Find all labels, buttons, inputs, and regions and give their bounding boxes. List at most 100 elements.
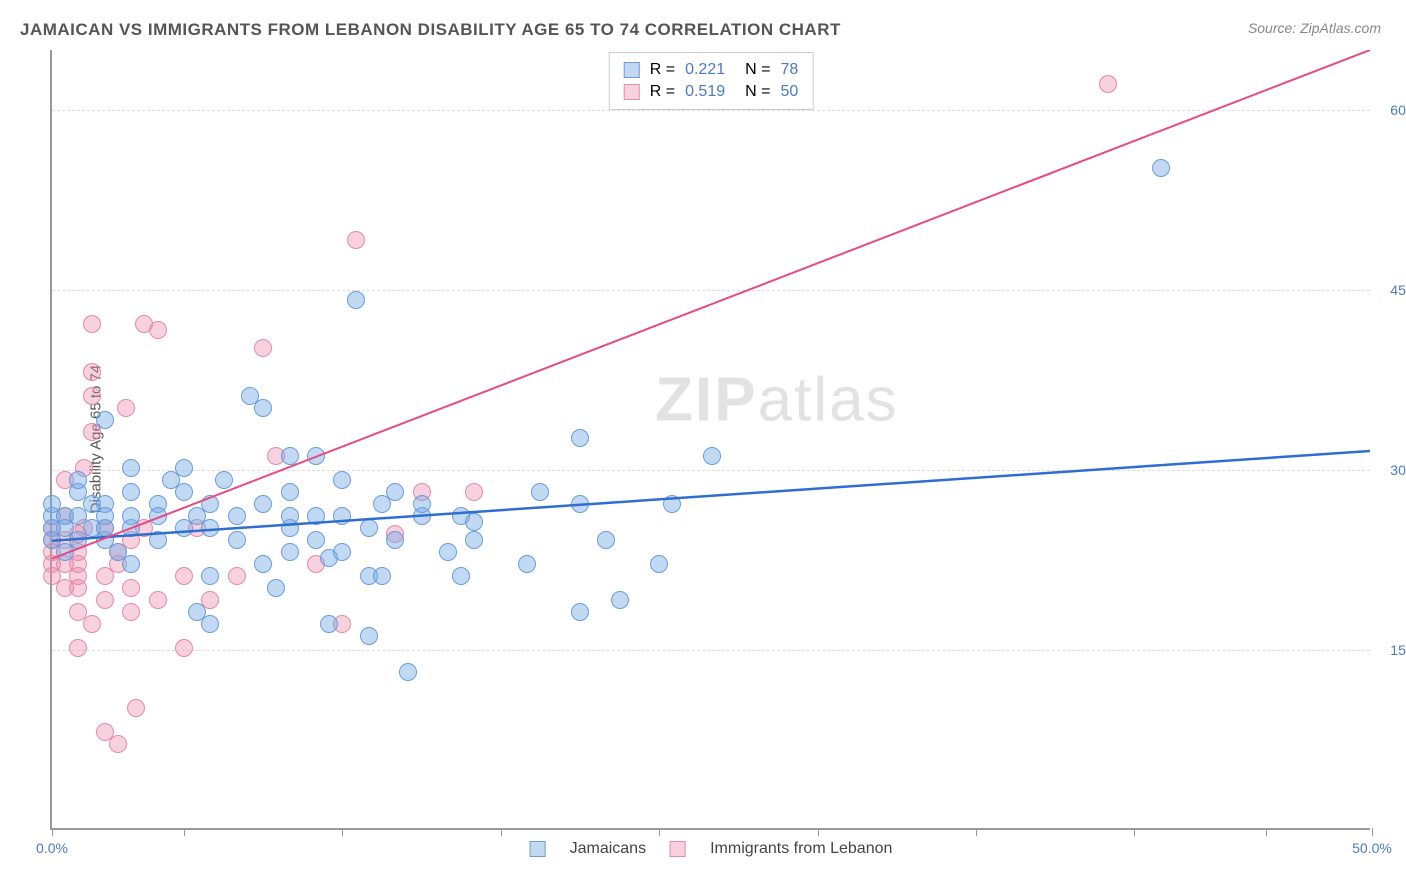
x-tick-label: 50.0% bbox=[1352, 840, 1392, 856]
legend-r-value-lebanon: 0.519 bbox=[685, 83, 725, 101]
scatter-point-jamaicans bbox=[281, 483, 299, 501]
scatter-point-jamaicans bbox=[149, 531, 167, 549]
scatter-point-lebanon bbox=[149, 321, 167, 339]
x-tick bbox=[342, 828, 343, 836]
scatter-point-jamaicans bbox=[254, 399, 272, 417]
scatter-point-lebanon bbox=[347, 231, 365, 249]
scatter-point-jamaicans bbox=[611, 591, 629, 609]
scatter-point-lebanon bbox=[127, 699, 145, 717]
x-tick bbox=[659, 828, 660, 836]
watermark: ZIPatlas bbox=[655, 365, 898, 436]
legend-n-value-jamaicans: 78 bbox=[780, 61, 798, 79]
scatter-point-jamaicans bbox=[1152, 159, 1170, 177]
x-tick bbox=[501, 828, 502, 836]
scatter-point-jamaicans bbox=[333, 507, 351, 525]
scatter-point-jamaicans bbox=[597, 531, 615, 549]
legend-swatch-lebanon bbox=[624, 84, 640, 100]
scatter-point-jamaicans bbox=[360, 519, 378, 537]
scatter-point-jamaicans bbox=[347, 291, 365, 309]
watermark-light: atlas bbox=[758, 366, 899, 435]
source-attribution: Source: ZipAtlas.com bbox=[1248, 20, 1381, 36]
scatter-point-jamaicans bbox=[307, 507, 325, 525]
legend-r-label: R = bbox=[650, 61, 675, 79]
legend-swatch-jamaicans bbox=[624, 62, 640, 78]
scatter-point-jamaicans bbox=[571, 495, 589, 513]
gridline bbox=[52, 110, 1370, 111]
scatter-point-jamaicans bbox=[307, 447, 325, 465]
scatter-point-lebanon bbox=[122, 603, 140, 621]
plot-area: Disability Age 65 to 74 ZIPatlas R = 0.2… bbox=[50, 50, 1370, 830]
scatter-point-jamaicans bbox=[201, 615, 219, 633]
scatter-point-jamaicans bbox=[465, 513, 483, 531]
scatter-point-jamaicans bbox=[201, 567, 219, 585]
scatter-point-jamaicans bbox=[373, 567, 391, 585]
regression-line-lebanon bbox=[52, 50, 1370, 559]
scatter-point-lebanon bbox=[122, 579, 140, 597]
chart-title: JAMAICAN VS IMMIGRANTS FROM LEBANON DISA… bbox=[20, 20, 841, 40]
scatter-point-jamaicans bbox=[281, 507, 299, 525]
scatter-point-lebanon bbox=[83, 387, 101, 405]
scatter-point-jamaicans bbox=[452, 567, 470, 585]
legend-n-label: N = bbox=[745, 83, 770, 101]
y-tick-label: 45.0% bbox=[1390, 282, 1406, 298]
scatter-point-jamaicans bbox=[201, 495, 219, 513]
legend-n-value-lebanon: 50 bbox=[780, 83, 798, 101]
scatter-point-jamaicans bbox=[122, 483, 140, 501]
legend-row-jamaicans: R = 0.221 N = 78 bbox=[624, 59, 799, 81]
watermark-bold: ZIP bbox=[655, 366, 757, 435]
scatter-point-lebanon bbox=[83, 615, 101, 633]
x-tick bbox=[818, 828, 819, 836]
scatter-point-jamaicans bbox=[175, 459, 193, 477]
scatter-point-lebanon bbox=[175, 567, 193, 585]
legend-label-jamaicans: Jamaicans bbox=[570, 840, 646, 858]
y-tick-label: 30.0% bbox=[1390, 462, 1406, 478]
scatter-point-jamaicans bbox=[386, 483, 404, 501]
y-tick-label: 60.0% bbox=[1390, 102, 1406, 118]
legend-r-value-jamaicans: 0.221 bbox=[685, 61, 725, 79]
x-tick bbox=[184, 828, 185, 836]
y-tick-label: 15.0% bbox=[1390, 642, 1406, 658]
series-legend: Jamaicans Immigrants from Lebanon bbox=[530, 840, 893, 858]
gridline bbox=[52, 650, 1370, 651]
scatter-point-jamaicans bbox=[399, 663, 417, 681]
scatter-point-jamaicans bbox=[386, 531, 404, 549]
scatter-point-jamaicans bbox=[360, 627, 378, 645]
scatter-point-jamaicans bbox=[267, 579, 285, 597]
scatter-point-lebanon bbox=[69, 567, 87, 585]
legend-row-lebanon: R = 0.519 N = 50 bbox=[624, 81, 799, 103]
scatter-point-jamaicans bbox=[228, 531, 246, 549]
legend-swatch-jamaicans bbox=[530, 841, 546, 857]
legend-r-label: R = bbox=[650, 83, 675, 101]
scatter-point-lebanon bbox=[1099, 75, 1117, 93]
gridline bbox=[52, 470, 1370, 471]
scatter-point-jamaicans bbox=[320, 615, 338, 633]
x-tick bbox=[976, 828, 977, 836]
scatter-point-jamaicans bbox=[333, 471, 351, 489]
scatter-point-jamaicans bbox=[228, 507, 246, 525]
x-tick-label: 0.0% bbox=[36, 840, 68, 856]
scatter-point-jamaicans bbox=[96, 507, 114, 525]
scatter-point-jamaicans bbox=[465, 531, 483, 549]
regression-lines bbox=[52, 50, 1370, 828]
scatter-point-jamaicans bbox=[122, 555, 140, 573]
scatter-point-lebanon bbox=[83, 363, 101, 381]
scatter-point-jamaicans bbox=[307, 531, 325, 549]
scatter-point-jamaicans bbox=[571, 429, 589, 447]
scatter-point-lebanon bbox=[175, 639, 193, 657]
scatter-point-jamaicans bbox=[122, 459, 140, 477]
scatter-point-lebanon bbox=[96, 591, 114, 609]
scatter-point-jamaicans bbox=[413, 495, 431, 513]
scatter-point-jamaicans bbox=[254, 555, 272, 573]
legend-swatch-lebanon bbox=[670, 841, 686, 857]
x-tick bbox=[52, 828, 53, 836]
scatter-point-lebanon bbox=[69, 639, 87, 657]
scatter-point-jamaicans bbox=[201, 519, 219, 537]
scatter-point-lebanon bbox=[149, 591, 167, 609]
scatter-point-jamaicans bbox=[663, 495, 681, 513]
scatter-point-jamaicans bbox=[439, 543, 457, 561]
scatter-point-lebanon bbox=[254, 339, 272, 357]
scatter-point-jamaicans bbox=[281, 447, 299, 465]
scatter-point-jamaicans bbox=[281, 543, 299, 561]
legend-label-lebanon: Immigrants from Lebanon bbox=[710, 840, 892, 858]
scatter-point-jamaicans bbox=[254, 495, 272, 513]
